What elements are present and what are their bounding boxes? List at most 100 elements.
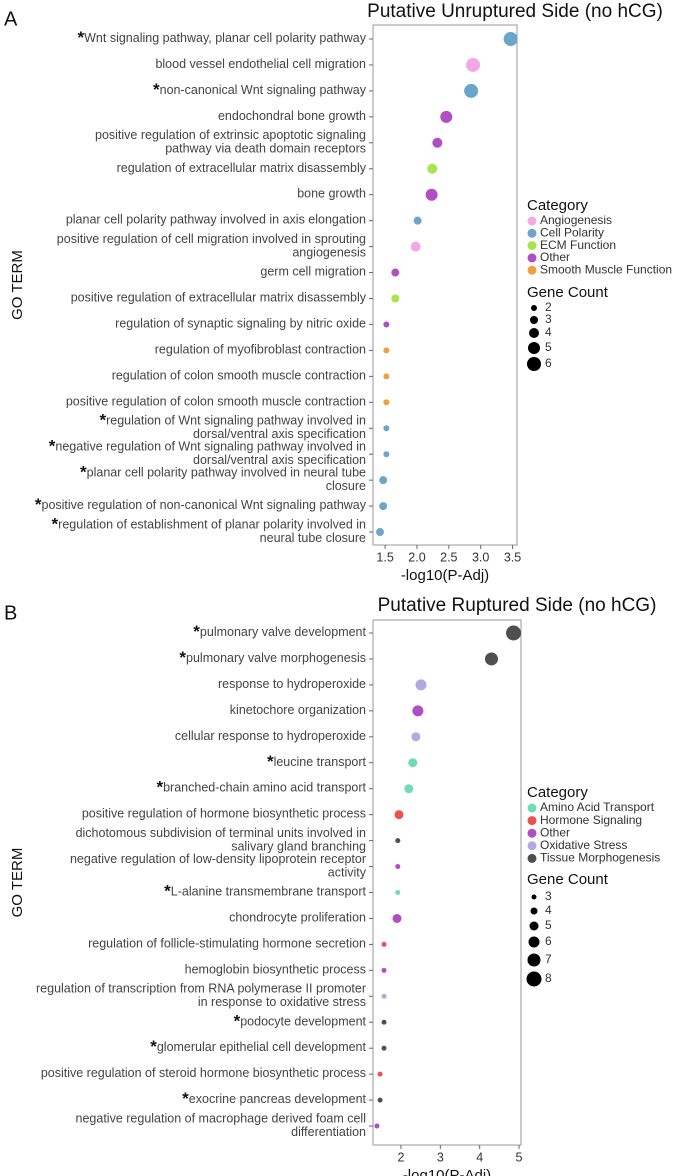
dot [415, 679, 427, 691]
legend-label: Smooth Muscle Function [540, 262, 672, 276]
legend-label: Other [540, 250, 570, 264]
dot [381, 967, 387, 973]
y-tick-label: hemoglobin biosynthetic process [185, 963, 366, 977]
size-legend-label: 6 [545, 934, 552, 948]
legend-label: Oxidative Stress [540, 838, 627, 852]
legend-label: Amino Acid Transport [540, 800, 655, 814]
dot [410, 241, 421, 252]
x-tick-label: 3 [437, 1150, 444, 1164]
dot [377, 1071, 383, 1077]
dot [383, 399, 390, 406]
size-legend-label: 6 [545, 356, 552, 370]
legend-swatch [527, 841, 537, 851]
size-legend-dot [529, 328, 539, 338]
size-legend-title: Gene Count [527, 871, 609, 888]
size-legend-dot [526, 971, 542, 987]
y-tick-label: germ cell migration [260, 265, 366, 279]
y-tick-label: negative regulation of low-density lipop… [70, 852, 367, 880]
y-tick-label: *leucine transport [267, 752, 367, 771]
dot [381, 1019, 387, 1025]
y-tick-label: *branched-chain amino acid transport [156, 778, 366, 797]
size-legend-dot [531, 305, 537, 311]
y-tick-label: regulation of myofibroblast contraction [155, 343, 366, 357]
plot-frame [372, 619, 522, 1146]
y-tick-label: chondrocyte proliferation [229, 911, 366, 925]
y-tick-label: *exocrine pancreas development [182, 1090, 366, 1109]
legend-label: ECM Function [540, 238, 616, 252]
size-legend-label: 4 [545, 903, 552, 917]
y-tick-label: *negative regulation of Wnt signaling pa… [49, 437, 366, 467]
legend-swatch [527, 241, 537, 251]
y-tick-label: positive regulation of colon smooth musc… [66, 395, 366, 409]
size-legend-label: 4 [545, 325, 552, 339]
x-axis-title: -log10(P-Adj) [401, 567, 489, 584]
x-tick-label: 3.5 [504, 550, 521, 564]
legend-swatch [527, 228, 537, 238]
y-tick-label: *pulmonary valve development [193, 622, 366, 641]
x-tick-label: 3.0 [472, 550, 489, 564]
dot [506, 625, 522, 641]
legend-title: Category [527, 784, 588, 801]
y-tick-label: regulation of follicle-stimulating hormo… [88, 937, 366, 951]
legend-label: Cell Polarity [540, 225, 604, 239]
dot [383, 321, 390, 328]
dot [394, 810, 404, 820]
size-legend-label: 3 [545, 312, 552, 326]
dot [466, 57, 481, 72]
y-tick-label: *non-canonical Wnt signaling pathway [153, 80, 367, 99]
legend-label: Tissue Morphogenesis [540, 851, 660, 865]
dot [411, 732, 421, 742]
x-tick-label: 1.5 [376, 550, 393, 564]
y-tick-label: *regulation of Wnt signaling pathway inv… [99, 411, 366, 441]
y-tick-label: cellular response to hydroperoxide [175, 729, 366, 743]
y-tick-label: positive regulation of extrinsic apoptot… [95, 128, 366, 156]
y-tick-label: *planar cell polarity pathway involved i… [80, 463, 366, 493]
dot [379, 476, 388, 485]
dot [383, 347, 390, 354]
dot [408, 758, 418, 768]
dot [427, 163, 438, 174]
legend-title: Category [527, 197, 588, 214]
y-axis-title: GO TERM [9, 250, 26, 320]
x-tick-label: 2.0 [408, 550, 425, 564]
dot [440, 110, 453, 123]
y-axis-title: GO TERM [9, 848, 26, 918]
legend-swatch [527, 803, 537, 813]
dot [432, 137, 443, 148]
dot [383, 451, 390, 458]
size-legend-dot [530, 316, 538, 324]
dot [381, 993, 387, 999]
y-tick-label: dichotomous subdivision of terminal unit… [76, 826, 366, 854]
y-tick-label: regulation of transcription from RNA pol… [36, 982, 366, 1010]
y-tick-label: *glomerular epithelial cell development [150, 1038, 366, 1057]
y-tick-label: *L-alanine transmembrane transport [164, 882, 366, 901]
legend-swatch [527, 216, 537, 226]
dot [412, 705, 424, 717]
dot [464, 83, 479, 98]
y-tick-label: *pulmonary valve morphogenesis [179, 648, 366, 667]
y-tick-label: response to hydroperoxide [218, 677, 366, 691]
dot [395, 864, 401, 870]
y-tick-label: positive regulation of cell migration in… [57, 232, 366, 260]
dot [377, 1097, 383, 1103]
legend-swatch [527, 828, 537, 838]
legend-swatch [527, 853, 537, 863]
y-tick-label: endochondral bone growth [218, 109, 366, 123]
y-tick-label: positive regulation of hormone biosynthe… [82, 807, 366, 821]
y-tick-label: kinetochore organization [230, 703, 366, 717]
dot [413, 216, 422, 225]
dot [395, 890, 401, 895]
size-legend-label: 8 [545, 971, 552, 985]
y-tick-label: *podocyte development [234, 1012, 367, 1031]
y-tick-label: negative regulation of macrophage derive… [76, 1112, 367, 1140]
y-tick-label: positive regulation of steroid hormone b… [41, 1066, 366, 1080]
size-legend-label: 3 [545, 889, 552, 903]
dot [404, 784, 414, 794]
size-legend-title: Gene Count [527, 284, 609, 301]
y-tick-label: bone growth [297, 187, 366, 201]
chart-title: Putative Ruptured Side (no hCG) [378, 595, 657, 616]
x-axis-title: -log10(P-Adj) [403, 1167, 491, 1176]
dot [381, 1045, 387, 1051]
dot [425, 188, 438, 201]
